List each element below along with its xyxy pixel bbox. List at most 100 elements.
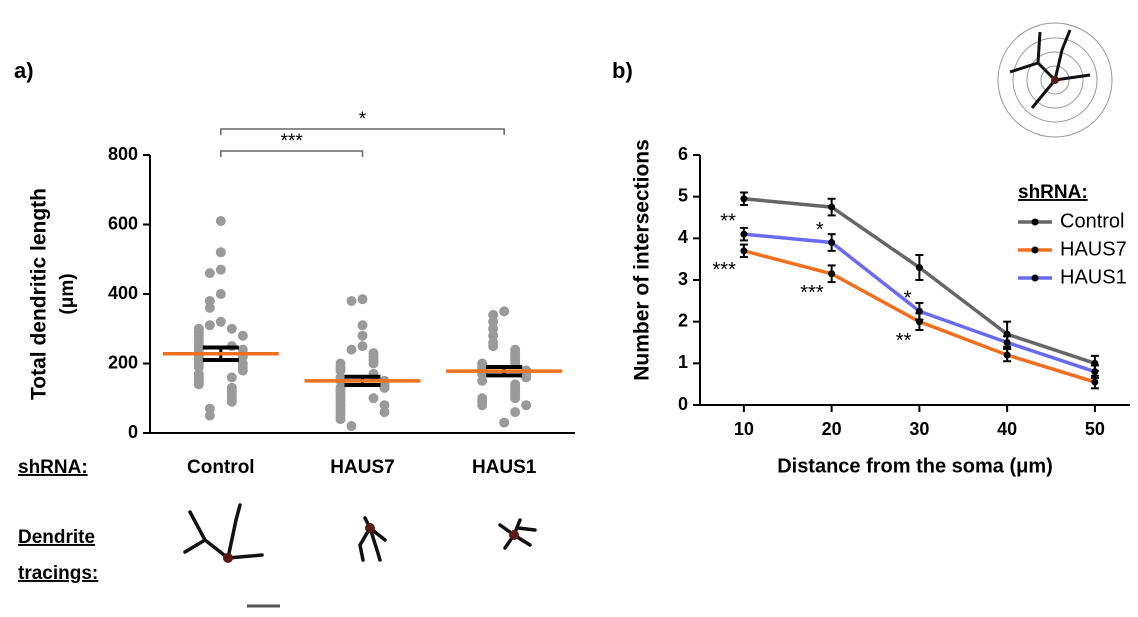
data-point [357, 320, 368, 331]
y-axis-label: Total dendritic length [28, 188, 51, 400]
data-point [488, 316, 499, 327]
data-point [477, 375, 488, 386]
significance-bracket [220, 128, 505, 135]
tracing-haus7 [358, 516, 387, 562]
y-axis-label: (μm) [57, 273, 78, 314]
data-point [379, 407, 390, 418]
data-point [379, 400, 390, 411]
soma [365, 523, 375, 533]
data-point [357, 294, 368, 305]
data-point [357, 341, 368, 352]
x-tick-label: Control [187, 457, 255, 478]
panel-label: b) [612, 58, 633, 83]
data-point [488, 309, 499, 320]
data-point [237, 365, 248, 376]
data-point [346, 421, 357, 432]
data-point [204, 295, 215, 306]
data-point [740, 195, 748, 203]
row-label: shRNA: [18, 457, 88, 478]
legend-label: Control [1060, 210, 1124, 232]
data-point [477, 400, 488, 411]
data-point [740, 230, 748, 238]
data-point [204, 403, 215, 414]
significance-bracket [220, 150, 364, 157]
x-tick-label: 10 [734, 419, 754, 439]
legend-marker [1031, 246, 1039, 254]
significance-label: ** [896, 330, 912, 352]
tracings [183, 503, 537, 562]
data-point [357, 330, 368, 341]
data-point [368, 358, 379, 369]
y-axis-label: Number of intersections [631, 139, 654, 381]
data-point [1091, 368, 1099, 376]
data-point [226, 396, 237, 407]
data-point [521, 372, 532, 383]
data-point [828, 270, 836, 278]
data-point [510, 393, 521, 404]
sholl-icon [997, 22, 1113, 138]
y-tick-label: 6 [678, 144, 688, 164]
data-point [488, 323, 499, 334]
y-tick-label: 0 [678, 394, 688, 414]
data-point [226, 323, 237, 334]
significance-label: *** [713, 259, 737, 281]
y-tick-label: 0 [128, 422, 138, 442]
y-tick-label: 5 [678, 185, 688, 205]
data-point [346, 344, 357, 355]
y-tick-label: 3 [678, 269, 688, 289]
legend-marker [1031, 274, 1039, 282]
x-tick-label: HAUS7 [330, 457, 394, 478]
data-point [499, 306, 510, 317]
data-point [828, 239, 836, 246]
data-point [499, 417, 510, 428]
data-point [488, 330, 499, 341]
x-axis-label: Distance from the soma (μm) [777, 455, 1053, 477]
x-tick-label: 30 [909, 419, 929, 439]
data-point [204, 320, 215, 331]
legend-label: HAUS7 [1060, 238, 1127, 260]
y-tick-label: 800 [108, 144, 138, 164]
soma [1051, 76, 1059, 84]
y-tick-label: 2 [678, 310, 688, 330]
data-point [1003, 351, 1011, 359]
x-tick-label: 40 [997, 419, 1017, 439]
significance-label: * [904, 288, 912, 310]
y-tick-label: 200 [108, 352, 138, 372]
significance-label: * [816, 219, 824, 241]
data-point [215, 264, 226, 275]
data-point [915, 264, 923, 271]
soma [223, 553, 233, 563]
tracing-haus1 [498, 518, 537, 550]
row-label: Dendrite [18, 527, 95, 548]
x-tick-label: 20 [822, 419, 842, 439]
data-point [204, 268, 215, 279]
y-tick-label: 4 [678, 227, 688, 247]
data-point [204, 410, 215, 421]
y-tick-label: 600 [108, 213, 138, 233]
data-point [1003, 339, 1011, 346]
significance-label: ** [720, 210, 736, 232]
data-point [215, 289, 226, 299]
y-tick-label: 400 [108, 283, 138, 303]
soma [509, 530, 519, 540]
data-point [215, 216, 226, 227]
data-point [335, 365, 346, 376]
significance-label: *** [281, 131, 304, 152]
data-point [215, 247, 226, 258]
tracing-control [183, 503, 264, 560]
data-point [215, 316, 226, 327]
data-point [915, 307, 923, 315]
data-point [237, 330, 248, 341]
data-point [346, 295, 357, 306]
row-label: tracings: [18, 563, 98, 584]
data-point [379, 382, 390, 393]
significance-label: *** [800, 282, 824, 304]
x-tick-label: HAUS1 [472, 457, 537, 478]
x-tick-label: 50 [1085, 419, 1105, 439]
y-tick-label: 1 [678, 352, 688, 372]
data-point [740, 247, 748, 255]
data-point [488, 341, 499, 352]
significance-label: * [359, 109, 367, 130]
panel-label: a) [14, 58, 34, 83]
data-point [204, 302, 215, 313]
